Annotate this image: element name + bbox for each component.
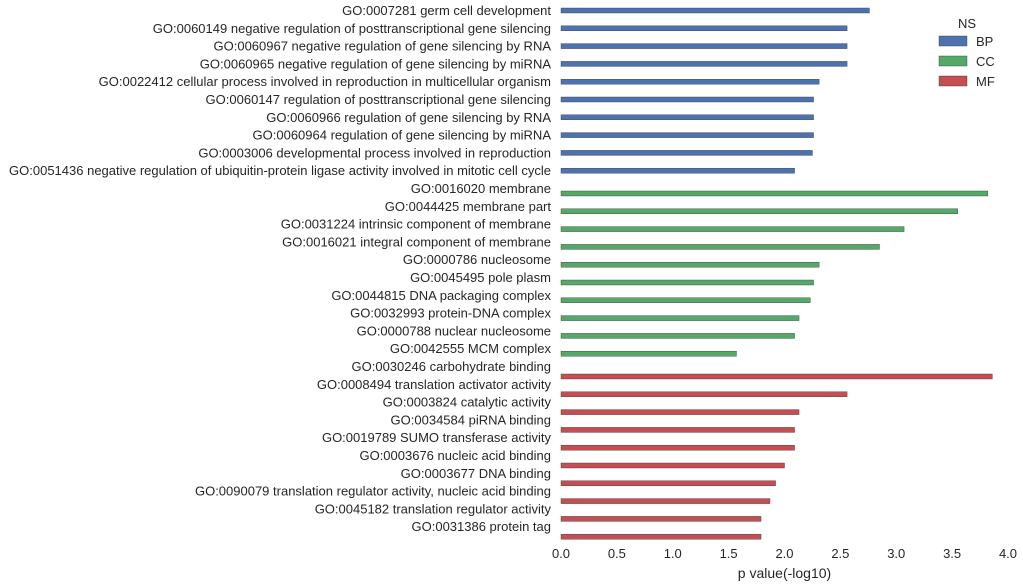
category-label: GO:0019789 SUMO transferase activity — [322, 430, 552, 445]
category-label: GO:0030246 carbohydrate binding — [352, 359, 551, 374]
category-label: GO:0003006 developmental process involve… — [198, 145, 551, 160]
bar-bp — [560, 61, 848, 67]
bars-group — [560, 7, 993, 540]
x-tick-label: 1.0 — [664, 546, 682, 561]
bar-cc — [560, 351, 737, 357]
bar-cc — [560, 279, 814, 286]
bar-cc — [560, 226, 905, 232]
category-label: GO:0016021 integral component of membran… — [282, 234, 551, 249]
category-label: GO:0090079 translation regulator activit… — [195, 484, 551, 499]
bar-cc — [560, 297, 811, 303]
legend-label-cc: CC — [976, 54, 995, 69]
category-label: GO:0042555 MCM complex — [390, 341, 552, 356]
bar-mf — [560, 409, 800, 415]
bar-bp — [560, 43, 848, 49]
category-label: GO:0032993 protein-DNA complex — [350, 306, 551, 321]
category-label: GO:0016020 membrane — [411, 181, 551, 196]
bar-cc — [560, 190, 989, 197]
category-label: GO:0060964 regulation of gene silencing … — [253, 128, 552, 143]
bar-mf — [560, 462, 785, 469]
bar-mf — [560, 445, 795, 451]
x-axis-title: p value(-log10) — [738, 565, 831, 581]
legend-swatch-bp — [938, 35, 968, 47]
category-labels: GO:0007281 germ cell development GO:00601… — [9, 3, 551, 534]
legend-swatch-cc — [938, 55, 968, 67]
bar-mf — [560, 498, 771, 504]
x-tick-label: 0.5 — [608, 546, 626, 561]
bar-mf — [560, 480, 776, 486]
legend-title: NS — [958, 16, 976, 31]
bar-cc — [560, 208, 958, 215]
bar-bp — [560, 25, 848, 31]
category-label: GO:0034584 piRNA binding — [391, 412, 551, 427]
x-tick-label: 4.0 — [999, 546, 1017, 561]
bar-cc — [560, 244, 880, 250]
bar-cc — [560, 262, 820, 268]
category-label: GO:0060147 regulation of posttranscripti… — [206, 92, 551, 107]
bar-bp — [560, 114, 814, 121]
category-label: GO:0060967 negative regulation of gene s… — [214, 39, 552, 54]
x-axis: 0.0 0.5 1.0 1.5 2.0 2.5 3.0 3.5 4.0 — [552, 546, 1017, 561]
bar-bp — [560, 150, 813, 156]
category-label: GO:0031224 intrinsic component of membra… — [281, 217, 551, 232]
bar-bp — [560, 96, 814, 103]
x-tick-label: 0.0 — [552, 546, 570, 561]
category-label: GO:0031386 protein tag — [412, 519, 552, 534]
category-label: GO:0051436 negative regulation of ubiqui… — [9, 163, 551, 178]
x-tick-label: 2.5 — [831, 546, 849, 561]
x-tick-label: 3.0 — [887, 546, 905, 561]
x-tick-label: 3.5 — [943, 546, 961, 561]
category-label: GO:0003677 DNA binding — [401, 466, 551, 481]
legend-label-mf: MF — [976, 74, 995, 89]
bar-bp — [560, 78, 820, 85]
x-tick-label: 2.0 — [775, 546, 793, 561]
category-label: GO:0045495 pole plasm — [410, 270, 551, 285]
legend-swatch-mf — [938, 75, 968, 87]
bar-mf — [560, 516, 762, 522]
bar-bp — [560, 7, 870, 14]
category-label: GO:0007281 germ cell development — [342, 3, 551, 18]
category-label: GO:0000788 nuclear nucleosome — [357, 323, 551, 338]
category-label: GO:0000786 nucleosome — [403, 252, 551, 267]
category-label: GO:0045182 translation regulator activit… — [315, 501, 552, 516]
category-label: GO:0060965 negative regulation of gene s… — [200, 56, 552, 71]
category-label: GO:0060966 regulation of gene silencing … — [266, 110, 551, 125]
category-label: GO:0060149 negative regulation of posttr… — [153, 21, 551, 36]
category-label: GO:0008494 translation activator activit… — [317, 377, 552, 392]
category-label: GO:0003676 nucleic acid binding — [359, 448, 551, 463]
bar-mf — [560, 534, 762, 540]
bar-cc — [560, 315, 800, 321]
category-label: GO:0003824 catalytic activity — [383, 395, 552, 410]
x-tick-label: 1.5 — [720, 546, 738, 561]
legend-label-bp: BP — [976, 34, 993, 49]
bar-mf — [560, 427, 795, 433]
category-label: GO:0022412 cellular process involved in … — [99, 74, 551, 89]
category-label: GO:0044425 membrane part — [385, 199, 552, 214]
bar-mf — [560, 391, 848, 397]
bar-cc — [560, 333, 795, 339]
bar-mf — [560, 373, 993, 380]
bar-bp — [560, 167, 795, 174]
category-label: GO:0044815 DNA packaging complex — [331, 288, 551, 303]
bar-bp — [560, 132, 814, 138]
